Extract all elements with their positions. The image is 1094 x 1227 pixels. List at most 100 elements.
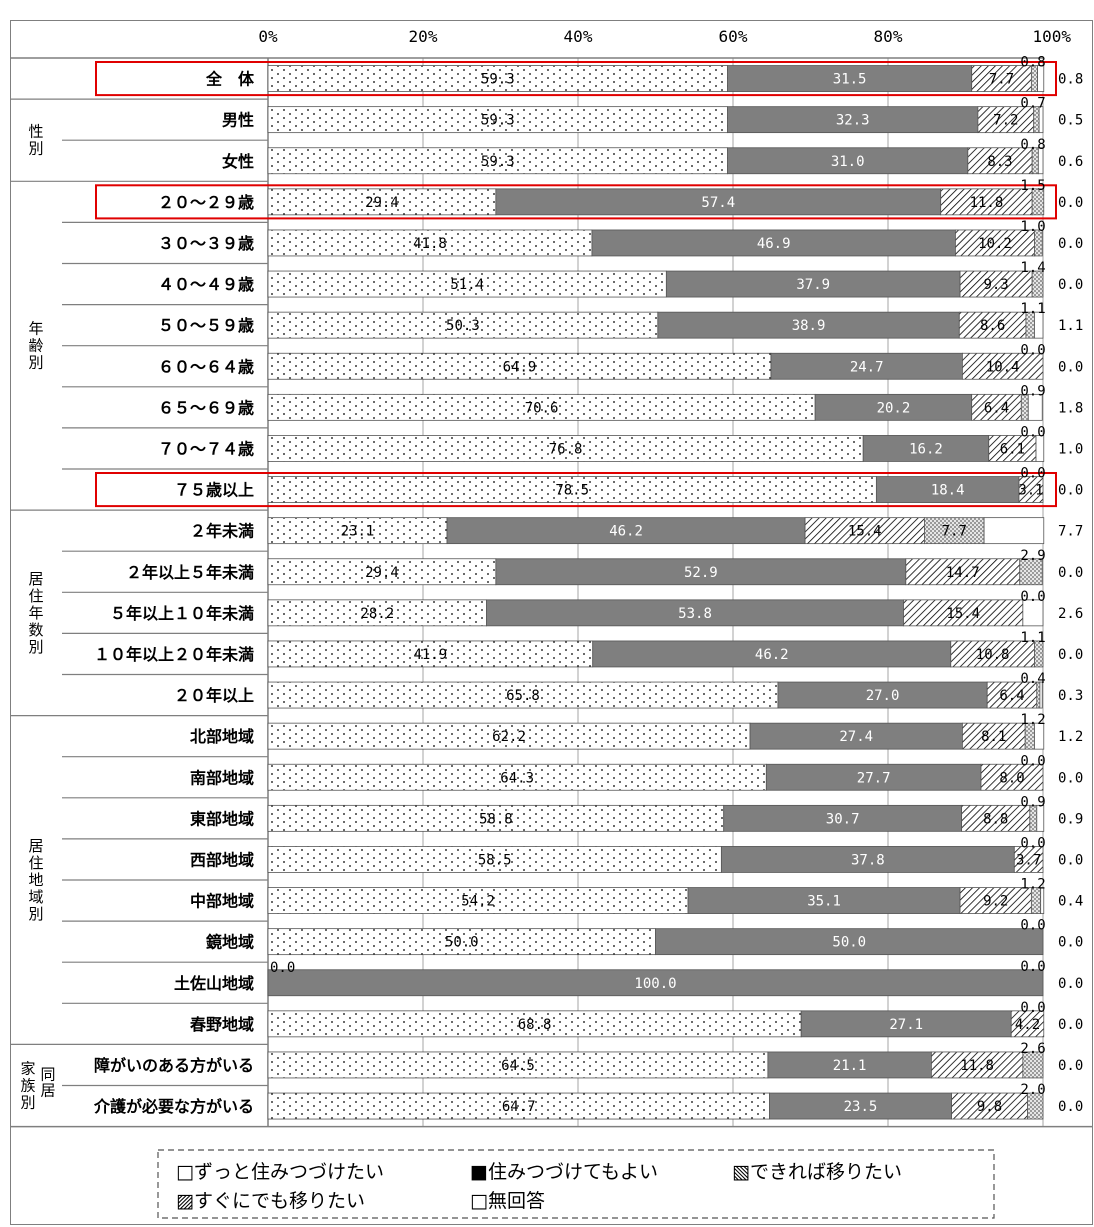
- value-label-no-answer: 0.0: [1058, 1017, 1083, 1033]
- row-label: 東部地域: [190, 809, 254, 828]
- value-label: 64.7: [502, 1099, 536, 1115]
- row-label: 春野地域: [189, 1015, 254, 1034]
- highlight-box: [95, 472, 1057, 508]
- row-label: ２年以上５年未満: [126, 563, 254, 582]
- row-label: 障がいのある方がいる: [94, 1056, 254, 1075]
- value-label: 59.3: [481, 154, 515, 170]
- bar-segment-solid: [727, 106, 979, 134]
- value-label-no-answer: 0.3: [1058, 688, 1083, 704]
- value-label: 9.8: [977, 1099, 1002, 1115]
- value-label-small: 0.0: [1020, 835, 1045, 851]
- bar-segment-checker: [1034, 640, 1044, 668]
- row-label: 土佐山地域: [174, 974, 254, 993]
- bar-segment-hatch: [951, 1092, 1028, 1120]
- bar-segment-solid: [800, 1010, 1012, 1038]
- value-label-no-answer: 0.6: [1058, 154, 1083, 170]
- value-label: 3.7: [1016, 852, 1041, 868]
- value-label-small: 0.9: [1020, 383, 1045, 399]
- value-label-no-answer: 0.0: [1058, 277, 1083, 293]
- bar-segment-none: [1034, 311, 1044, 339]
- value-label-no-answer: 1.0: [1058, 441, 1083, 457]
- value-label: 9.3: [983, 277, 1008, 293]
- value-label-small: 0.0: [1020, 918, 1045, 934]
- bar-segment-none: [1035, 435, 1045, 462]
- value-label-small: 2.6: [1020, 1041, 1045, 1057]
- value-label: 24.7: [850, 359, 884, 375]
- value-label: 35.1: [807, 894, 841, 910]
- bar-segment-solid: [665, 270, 961, 298]
- bar-segment-hatch: [988, 435, 1037, 462]
- value-label-no-answer: 0.0: [1058, 483, 1083, 499]
- value-label: 64.3: [500, 770, 534, 786]
- bar-segment-dots: [267, 763, 767, 791]
- bar-segment-hatch: [959, 270, 1033, 298]
- value-label: 41.9: [414, 647, 448, 663]
- value-label: 58.5: [478, 852, 512, 868]
- value-label-no-answer: 0.0: [1058, 236, 1083, 252]
- bar-segment-dots: [267, 1092, 770, 1120]
- value-label: 37.9: [796, 277, 830, 293]
- value-label-no-answer: 0.0: [1058, 1058, 1083, 1074]
- value-label-no-answer: 0.0: [1058, 1099, 1083, 1115]
- value-label-small: 0.0: [1020, 342, 1045, 358]
- bar-segment-solid: [749, 722, 963, 750]
- value-label: 51.4: [450, 277, 484, 293]
- bar-segment-hatch: [961, 804, 1031, 832]
- group-label: 性別: [28, 123, 43, 158]
- value-label: 15.4: [946, 606, 980, 622]
- value-label: 8.8: [983, 811, 1008, 827]
- row-label: 全 体: [205, 70, 255, 89]
- bar-segment-dots: [267, 106, 728, 134]
- bar-segment-none: [1036, 804, 1045, 832]
- value-label: 29.4: [365, 195, 399, 211]
- value-label: 11.8: [970, 195, 1004, 211]
- value-label: 10.8: [976, 647, 1010, 663]
- value-label-small: 1.0: [1020, 219, 1045, 235]
- bar-segment-dots: [267, 887, 689, 914]
- bar-segment-none: [983, 517, 1045, 545]
- value-label-no-answer: 0.0: [1058, 770, 1083, 786]
- value-label-no-answer: 0.8: [1058, 72, 1083, 88]
- bar-segment-solid: [767, 1051, 932, 1079]
- value-label: 68.8: [518, 1017, 552, 1033]
- bar-segment-dots: [267, 558, 497, 586]
- bar-segment-checker: [1034, 229, 1043, 257]
- value-label: 46.9: [757, 236, 791, 252]
- row-label: ４０～４９歳: [158, 275, 254, 294]
- bar-segment-dots: [267, 352, 772, 380]
- value-label: 18.4: [931, 483, 965, 499]
- value-label-no-answer: 7.7: [1058, 524, 1083, 540]
- value-label: 7.7: [989, 72, 1014, 88]
- bar-segment-hatch: [959, 887, 1032, 914]
- bar-segment-dots: [267, 229, 593, 257]
- row-label: ５年以上１０年未満: [110, 604, 254, 623]
- row-label: ６０～６４歳: [158, 357, 254, 376]
- row-label: １０年以上２０年未満: [94, 645, 254, 664]
- bar-segment-solid: [655, 928, 1044, 956]
- bar-segment-dots: [267, 311, 659, 339]
- legend-item: □ずっと住みつづけたい: [176, 1161, 384, 1183]
- bar-segment-solid: [592, 640, 952, 668]
- group-label: 年齢別: [28, 320, 43, 372]
- bar-segment-dots: [267, 681, 779, 709]
- value-label-no-answer: 0.0: [1058, 976, 1083, 992]
- bar-segment-dots: [267, 147, 728, 175]
- row-label: 男性: [222, 111, 254, 130]
- bar-segment-hatch: [905, 558, 1021, 586]
- bar-segment-checker: [1027, 1092, 1044, 1120]
- row-label: ７０～７４歳: [158, 439, 254, 458]
- row-label: 鏡地域: [206, 933, 254, 952]
- bar-segment-dots: [267, 65, 728, 92]
- legend-box: [157, 1149, 995, 1219]
- value-label: 70.6: [525, 400, 559, 416]
- group-label: 居住地域別: [28, 837, 43, 923]
- legend-item: ■住みつづけてもよい: [470, 1161, 658, 1183]
- value-label: 31.0: [831, 154, 865, 170]
- axis-tick-label: 100%: [1032, 27, 1071, 46]
- value-label: 46.2: [609, 524, 643, 540]
- value-label-no-answer: 1.2: [1058, 729, 1083, 745]
- value-label: 9.2: [983, 894, 1008, 910]
- bar-segment-none: [1022, 599, 1044, 627]
- bar-segment-none: [1027, 393, 1043, 421]
